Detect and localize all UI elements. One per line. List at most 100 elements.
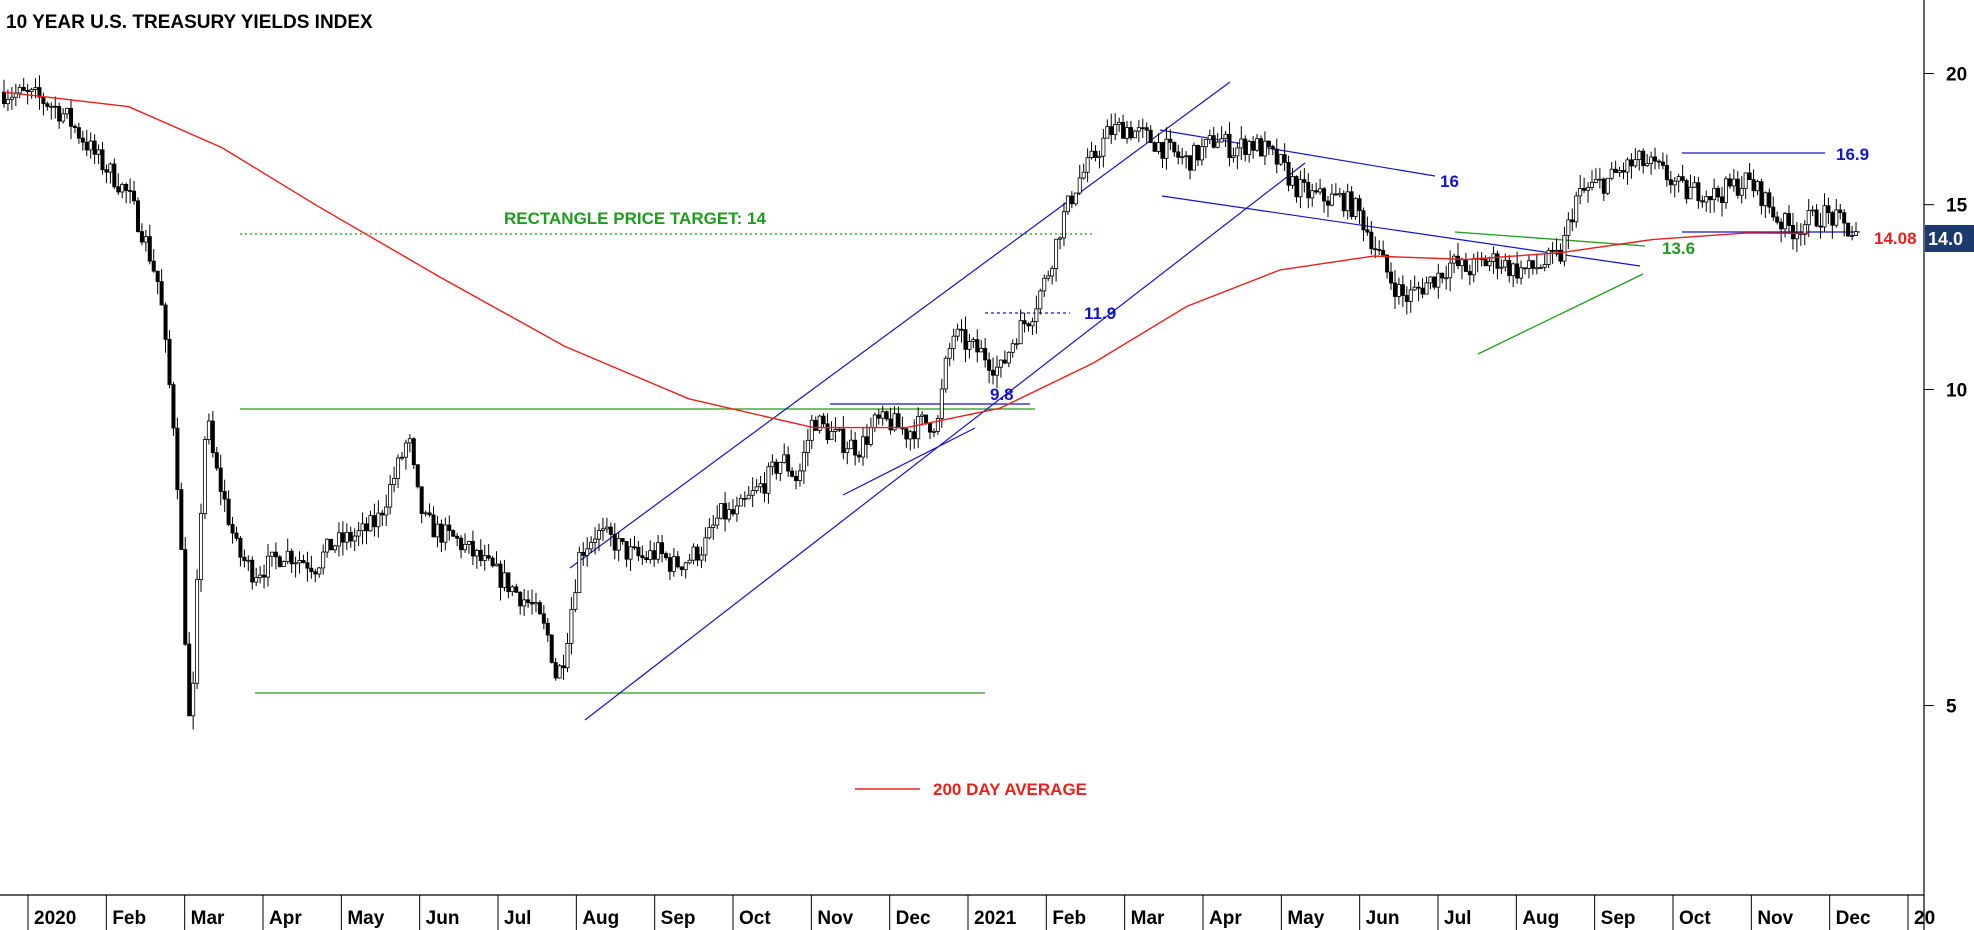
candle-body (226, 498, 231, 525)
x-tick-label: Sep (661, 908, 696, 929)
candle-body (1546, 249, 1551, 265)
x-tick-label: Mar (191, 908, 225, 929)
candle-body (1381, 250, 1386, 256)
candle-body (1495, 253, 1500, 269)
candle-body (1818, 225, 1823, 228)
candle-body (1692, 182, 1697, 188)
candle-body (1822, 205, 1827, 228)
candle-body (774, 461, 779, 474)
candle-body (801, 452, 806, 472)
candle-body (1704, 196, 1709, 203)
candle-body (100, 149, 105, 171)
candle-body (1810, 209, 1815, 212)
candle-body (1751, 179, 1756, 192)
candle-body (541, 613, 546, 624)
candle-body (955, 328, 960, 337)
candle-body (876, 414, 881, 419)
candle-body (1065, 195, 1070, 213)
candle-body (281, 561, 286, 567)
candle-body (794, 475, 799, 482)
candle-body (687, 559, 692, 564)
candle-body (1266, 140, 1271, 147)
candle-body (1396, 284, 1401, 297)
candle-body (171, 384, 176, 429)
candle-body (1834, 209, 1839, 226)
candle-body (72, 125, 77, 129)
candle-body (1251, 141, 1256, 151)
candle-body (683, 562, 688, 571)
candle-body (892, 413, 897, 431)
candle-body (1416, 286, 1421, 289)
candle-body (1180, 156, 1185, 159)
candle-body (482, 555, 487, 561)
candle-body (29, 89, 34, 92)
candle-body (778, 462, 783, 474)
x-tick-label: Jul (1444, 908, 1471, 929)
candle-body (1286, 162, 1291, 186)
candle-body (1467, 271, 1472, 276)
candle-body (644, 557, 649, 561)
candle-body (652, 550, 657, 560)
candle-body (352, 535, 357, 542)
candle-body (1526, 260, 1531, 269)
candle-body (1601, 178, 1606, 194)
candle-body (770, 461, 775, 468)
candle-body (360, 523, 365, 532)
candle-body (336, 532, 341, 547)
candle-body (1432, 276, 1437, 288)
candle-body (273, 551, 278, 558)
candle-body (1325, 200, 1330, 206)
candle-body (218, 467, 223, 492)
candle-body (234, 532, 239, 539)
candle-body (317, 567, 322, 575)
candle-body (368, 515, 373, 532)
candle-body (585, 548, 590, 556)
candle-body (734, 505, 739, 515)
candle-body (1302, 179, 1307, 183)
candle-body (1511, 263, 1516, 277)
x-tick-label: Oct (739, 908, 771, 929)
candle-body (514, 586, 519, 593)
candle-body (163, 304, 168, 340)
candle-body (1696, 182, 1701, 202)
candle-body (577, 551, 582, 594)
candle-body (112, 163, 117, 188)
y-tick-label: 20 (1946, 65, 1967, 86)
candle-body (1688, 186, 1693, 200)
candle-body (238, 537, 243, 558)
candle-body (565, 642, 570, 669)
candle-body (1645, 163, 1650, 167)
candle-body (872, 414, 877, 428)
x-tick-label: Dec (896, 908, 931, 929)
candle-body (600, 528, 605, 531)
candle-body (1708, 196, 1713, 201)
candle-body (1712, 187, 1717, 201)
candle-body (1073, 192, 1078, 205)
candle-body (1262, 140, 1267, 157)
candle-body (356, 530, 361, 537)
x-tick-label: Aug (582, 908, 619, 929)
candle-body (518, 591, 523, 607)
candle-body (671, 556, 676, 572)
candle-body (246, 559, 251, 562)
candle-body (1061, 211, 1066, 239)
candle-body (636, 546, 641, 557)
candle-body (790, 470, 795, 477)
candle-body (994, 366, 999, 376)
x-tick-label: Sep (1601, 908, 1636, 929)
candle-body (1274, 148, 1279, 165)
candle-body (1258, 138, 1263, 157)
candle-body (179, 489, 184, 550)
candle-body (104, 169, 109, 173)
candle-body (1519, 267, 1524, 279)
candle-body (1771, 206, 1776, 218)
candle-body (857, 454, 862, 458)
candle-body (222, 491, 227, 500)
candle-body (384, 506, 389, 516)
candle-body (1653, 156, 1658, 162)
candle-body (845, 448, 850, 453)
candle-body (573, 592, 578, 610)
candle-body (939, 388, 944, 419)
candle-body (116, 186, 121, 193)
candle-body (1294, 176, 1299, 198)
